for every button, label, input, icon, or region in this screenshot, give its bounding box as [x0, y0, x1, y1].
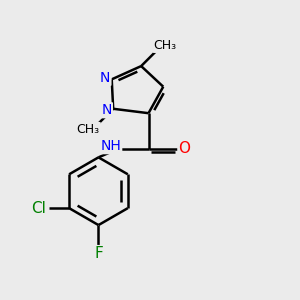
Text: CH₃: CH₃ [76, 123, 100, 136]
Text: O: O [178, 141, 190, 156]
Text: CH₃: CH₃ [154, 39, 177, 52]
Text: F: F [94, 246, 103, 261]
Text: NH: NH [100, 139, 121, 153]
Text: N: N [101, 103, 112, 117]
Text: N: N [100, 71, 110, 85]
Text: Cl: Cl [32, 201, 46, 216]
